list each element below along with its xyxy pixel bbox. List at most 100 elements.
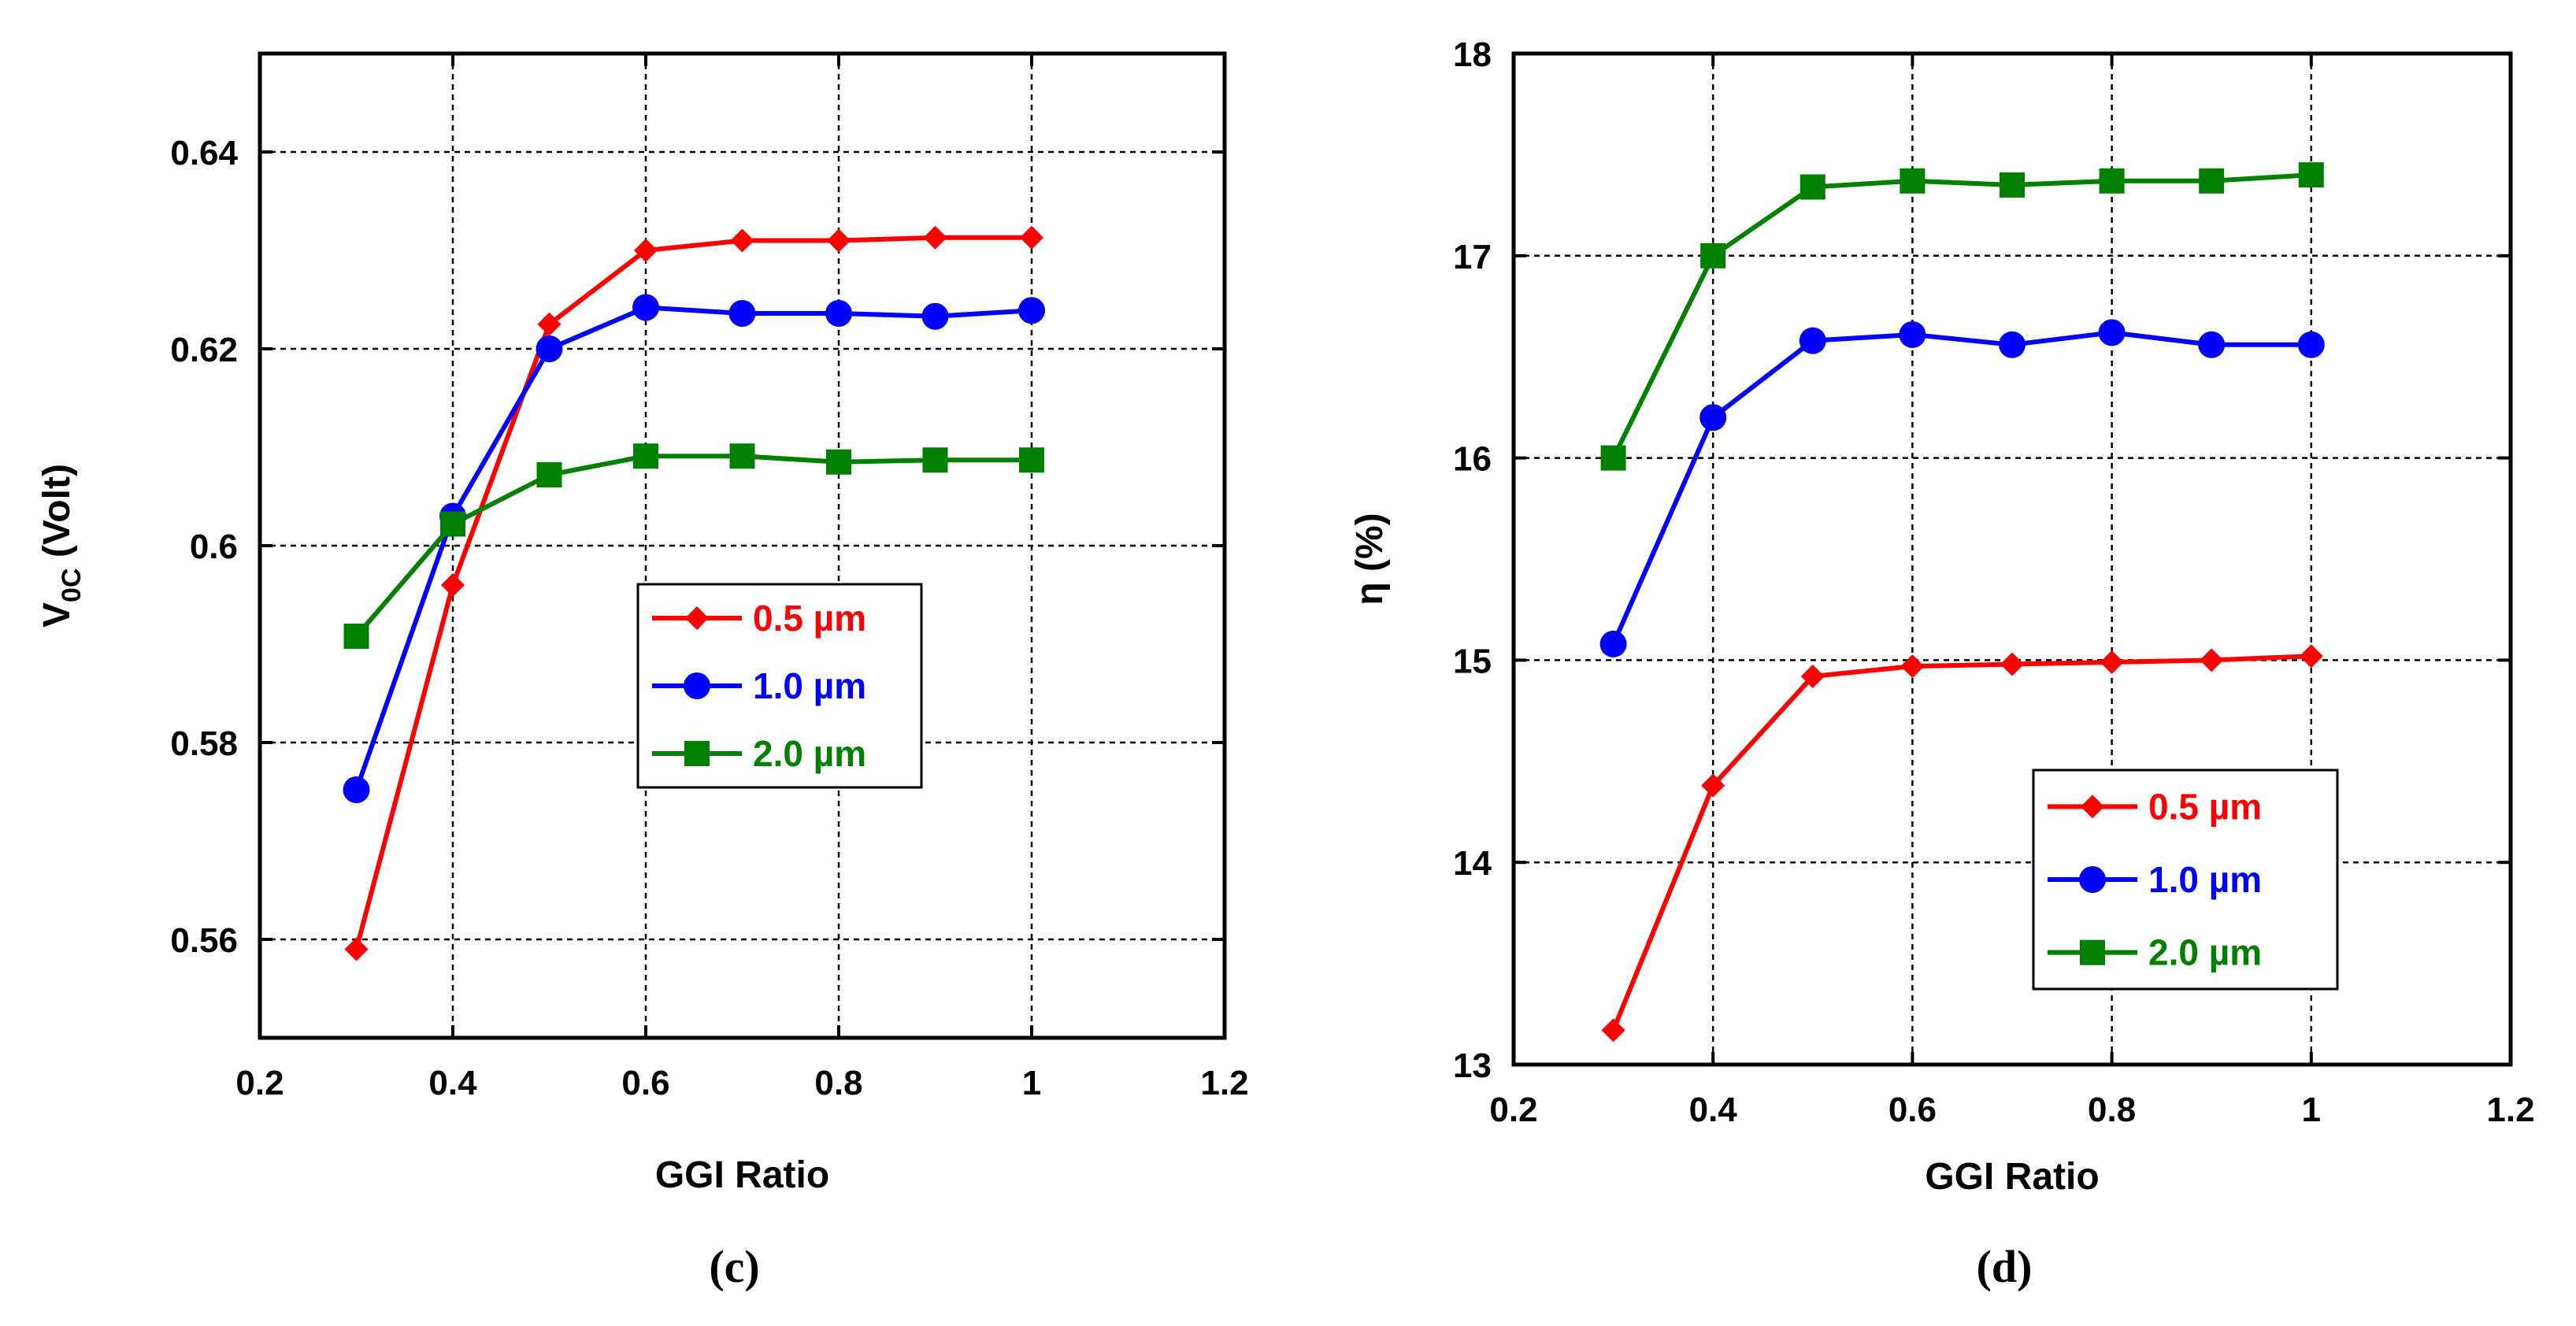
data-point-2 [1799, 174, 1825, 200]
legend-label: 1.0 µm [2148, 859, 2262, 900]
y-tick-label: 0.62 [170, 331, 238, 369]
data-point-0 [1800, 664, 1825, 688]
y-tick-label: 0.58 [170, 724, 238, 763]
data-point-2 [729, 443, 755, 469]
x-tick-label: 1 [2302, 1091, 2321, 1129]
x-tick-label: 0.6 [1888, 1091, 1937, 1129]
y-tick-label: 18 [1453, 35, 1492, 74]
legend: 0.5 µm 1.0 µm 2.0 µm [636, 583, 923, 789]
x-axis-label: GGI Ratio [1925, 1156, 2099, 1198]
data-point-1 [1018, 297, 1045, 324]
x-tick-label: 1 [1022, 1064, 1041, 1102]
data-point-0 [537, 312, 562, 336]
data-point-1 [2297, 331, 2325, 358]
data-point-0 [827, 228, 851, 253]
data-point-0 [923, 225, 947, 250]
x-tick-label: 0.4 [428, 1064, 477, 1102]
data-point-2 [536, 462, 562, 487]
data-point-1 [632, 294, 659, 321]
data-point-1 [536, 335, 563, 362]
x-tick-label: 0.4 [1689, 1091, 1738, 1129]
x-tick-label: 1.2 [1200, 1064, 1248, 1102]
y-tick-label: 17 [1453, 238, 1492, 276]
data-point-1 [1799, 327, 1826, 354]
series-line-1 [354, 305, 1032, 791]
data-point-0 [2200, 648, 2224, 672]
data-point-2 [922, 447, 948, 473]
y-tick-label: 13 [1453, 1046, 1492, 1085]
legend-marker [684, 672, 710, 699]
legend-label: 2.0 µm [753, 733, 866, 774]
panel-label: (d) [1977, 1241, 2033, 1292]
x-axis-label: GGI Ratio [655, 1154, 829, 1196]
data-point-1 [921, 302, 949, 330]
y-tick-label: 15 [1453, 642, 1492, 680]
data-point-2 [1700, 243, 1726, 269]
legend-marker [685, 606, 709, 630]
y-tick-label: 0.64 [170, 134, 238, 172]
data-point-2 [826, 449, 851, 475]
data-point-1 [1699, 404, 1727, 432]
data-point-0 [2000, 652, 2024, 676]
legend-label: 2.0 µm [2148, 932, 2262, 973]
data-point-1 [2098, 319, 2126, 346]
data-point-2 [343, 624, 369, 649]
chart-efficiency: 0.2 0.4 0.6 0.8 1 1.2 13 14 15 16 17 18 GGI Ratio η (… [1349, 35, 2535, 1292]
y-axis-label: η (%) [1349, 513, 1391, 605]
data-point-1 [825, 300, 852, 327]
legend-label: 1.0 µm [753, 665, 866, 706]
legend-marker [2079, 866, 2106, 893]
data-point-1 [1899, 320, 1926, 348]
data-point-0 [1601, 1018, 1625, 1043]
data-point-0 [1900, 654, 1925, 679]
chart-voc: 0.2 0.4 0.6 0.8 1 1.2 0.56 0.58 0.6 0.62 0.64 GGI R… [36, 51, 1249, 1292]
data-point-0 [634, 239, 658, 262]
series-line-0 [1610, 654, 2311, 1032]
x-tick-label: 0.6 [621, 1064, 669, 1102]
data-point-0 [2100, 650, 2124, 674]
x-tick-label: 0.2 [235, 1064, 284, 1102]
data-point-0 [1701, 773, 1725, 798]
data-point-0 [2299, 644, 2323, 669]
data-point-1 [343, 776, 370, 803]
y-tick-label: 0.56 [170, 921, 238, 960]
y-tick-label: 0.6 [190, 528, 238, 566]
series-line-2 [354, 454, 1032, 638]
data-point-0 [730, 228, 754, 253]
data-point-1 [1599, 630, 1627, 657]
series-line-2 [1610, 172, 2311, 459]
data-point-2 [2298, 162, 2324, 188]
data-point-0 [344, 937, 369, 961]
data-point-2 [2000, 172, 2025, 198]
panel-label: (c) [709, 1241, 759, 1292]
data-point-2 [1900, 168, 1926, 194]
data-point-2 [1600, 445, 1626, 471]
legend: 0.5 µm 1.0 µm 2.0 µm [2032, 769, 2339, 991]
data-point-2 [2199, 168, 2225, 194]
data-point-2 [1019, 447, 1044, 473]
data-point-1 [728, 300, 756, 327]
x-tick-label: 0.8 [2088, 1091, 2136, 1129]
plot-frame [1511, 51, 2513, 1067]
y-tick-label: 16 [1453, 440, 1492, 479]
x-tick-label: 0.2 [1489, 1091, 1537, 1129]
data-point-1 [2198, 331, 2226, 358]
legend-marker [2081, 794, 2104, 819]
data-point-0 [1020, 225, 1043, 250]
legend-marker [2080, 939, 2105, 965]
y-axis-label: V0C (Volt) [36, 464, 87, 628]
data-point-2 [633, 443, 658, 469]
legend-label: 0.5 µm [2148, 786, 2262, 827]
data-point-1 [1999, 331, 2026, 358]
series-line-1 [1610, 330, 2311, 646]
data-point-2 [440, 511, 465, 537]
legend-label: 0.5 µm [753, 598, 866, 639]
data-point-0 [441, 573, 465, 597]
y-tick-label: 14 [1453, 844, 1492, 883]
x-tick-label: 0.8 [814, 1064, 862, 1102]
data-point-2 [2099, 168, 2125, 194]
legend-marker [684, 741, 710, 766]
x-tick-label: 1.2 [2486, 1091, 2534, 1129]
series-line-0 [354, 235, 1032, 950]
